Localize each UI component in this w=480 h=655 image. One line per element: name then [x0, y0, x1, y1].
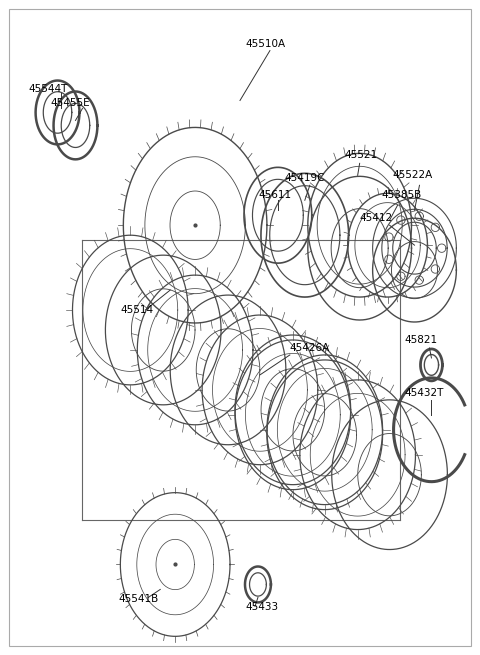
Text: 45821: 45821: [405, 335, 438, 345]
Text: 45544T: 45544T: [29, 83, 68, 94]
Text: 45510A: 45510A: [245, 39, 285, 48]
Text: 45385B: 45385B: [382, 191, 422, 200]
Text: 45426A: 45426A: [290, 343, 330, 353]
Text: 45419C: 45419C: [285, 174, 325, 183]
Text: 45432T: 45432T: [405, 388, 444, 398]
Text: 45522A: 45522A: [393, 170, 433, 180]
Text: 45514: 45514: [120, 305, 154, 315]
Text: 45541B: 45541B: [119, 595, 158, 605]
Text: 45412: 45412: [360, 214, 393, 223]
Text: 45611: 45611: [258, 191, 291, 200]
Text: 45521: 45521: [345, 151, 378, 160]
Text: 45433: 45433: [245, 603, 278, 612]
Text: 45455E: 45455E: [50, 98, 90, 109]
